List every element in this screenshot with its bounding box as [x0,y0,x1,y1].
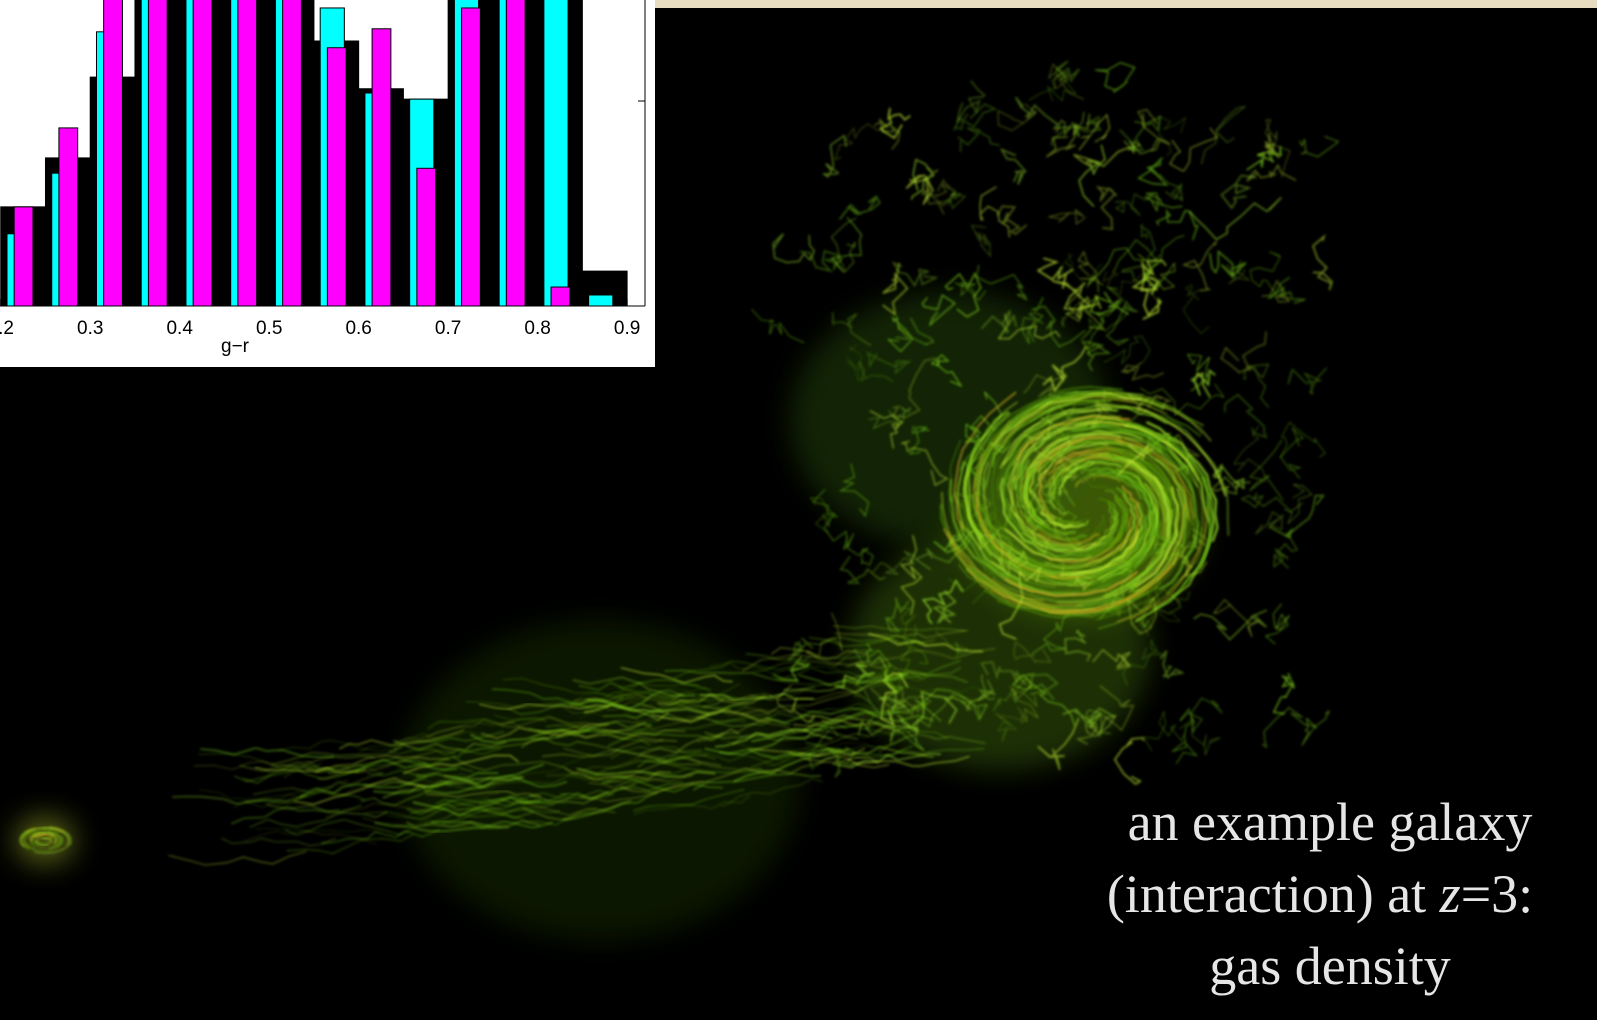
caption-text: =3: [1461,864,1533,924]
x-tick-label: 0.9 [614,318,640,339]
bar [589,295,613,306]
caption-line: (interaction) at z=3: [1107,864,1533,924]
bar [283,0,302,306]
bar [148,0,167,306]
bar [506,0,525,306]
x-tick-label: 0.5 [256,318,282,339]
top-strip [655,0,1597,8]
x-tick-label: 0.4 [166,318,193,339]
x-axis-label: g−r [221,336,250,357]
bar [417,168,436,306]
bar [462,8,481,306]
page: an example galaxy (interaction) at z=3: … [0,0,1597,1020]
bar [551,287,570,306]
x-tick-label: 0.8 [524,318,550,339]
bar [372,29,391,306]
bar [14,207,33,306]
histogram-chart: g−r 0.2 0.3 0.4 0.5 0.6 0.7 0.8 0.9 [0,0,655,367]
x-tick-label: 0.6 [345,318,371,339]
bar [238,0,257,306]
x-tick-label: 0.3 [77,318,103,339]
caption-var: z [1439,864,1461,924]
caption-line: gas density [1209,936,1450,996]
bar [544,0,568,306]
bar [104,0,123,306]
bar [193,0,212,306]
x-tick-label: 0.7 [435,318,461,339]
x-tick-label: 0.2 [0,318,14,339]
caption-text: (interaction) at [1107,864,1440,924]
bar [59,128,78,306]
caption-line: an example galaxy [1128,792,1533,852]
bar [327,48,346,306]
